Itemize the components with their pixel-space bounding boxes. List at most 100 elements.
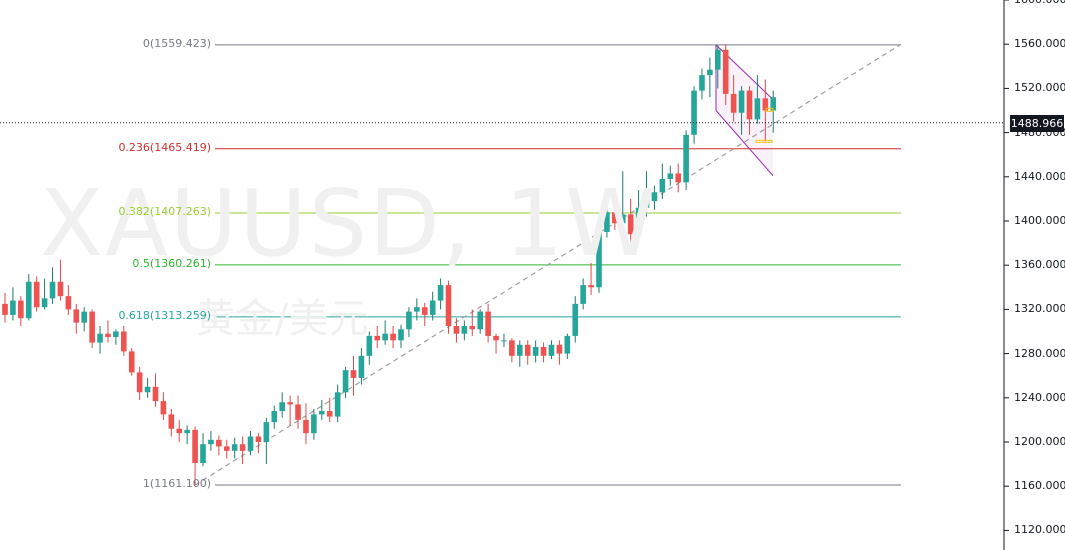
candle-body: [263, 422, 270, 442]
candle-body: [691, 90, 697, 135]
candle: [176, 419, 183, 442]
candle-body: [754, 98, 761, 120]
candle-body: [612, 212, 618, 224]
y-tick-label: 1240.000: [1014, 390, 1065, 404]
candle: [390, 325, 396, 349]
candle-body: [517, 344, 523, 356]
candle: [715, 45, 721, 89]
candle-body: [715, 49, 721, 70]
candle-body: [469, 325, 476, 330]
candle-body: [659, 179, 666, 193]
candle-body: [73, 309, 80, 323]
candle-body: [326, 411, 333, 417]
candle: [588, 262, 594, 296]
candle-body: [168, 414, 175, 429]
candle: [18, 296, 24, 326]
candle: [168, 408, 175, 437]
candle-body: [501, 340, 507, 342]
candle-body: [580, 285, 586, 304]
y-tick-label: 1320.000: [1014, 302, 1065, 316]
candle: [223, 439, 230, 459]
candle-body: [429, 300, 436, 315]
candle-body: [216, 439, 222, 447]
candle-body: [311, 414, 317, 434]
fib-level-label: 0(1559.423): [142, 36, 211, 50]
candle: [683, 130, 689, 191]
candle: [461, 320, 468, 341]
candle-body: [97, 333, 103, 343]
candle: [295, 395, 301, 429]
trendline-dashed[interactable]: [194, 43, 902, 486]
candle: [184, 425, 190, 445]
candle-body: [33, 281, 40, 308]
candle: [564, 333, 571, 360]
candle-body: [2, 303, 8, 315]
candle-body: [406, 311, 412, 330]
candle: [556, 340, 563, 365]
candle-body: [461, 325, 468, 334]
candle: [612, 187, 618, 230]
fib-retracement: [215, 44, 901, 486]
fib-level-label: 1(1161.100): [142, 476, 211, 490]
candle: [675, 163, 681, 193]
candle: [121, 325, 127, 356]
candle-body: [279, 402, 285, 412]
candle: [65, 285, 72, 315]
candle-body: [437, 285, 444, 301]
candle: [160, 392, 167, 420]
candle-body: [390, 333, 396, 341]
candle: [25, 274, 32, 321]
candle-body: [105, 333, 111, 338]
candle: [722, 44, 729, 105]
candle-body: [524, 344, 531, 356]
candle-body: [200, 444, 206, 463]
channel-lower-line[interactable]: [715, 110, 774, 177]
candle: [358, 348, 365, 385]
order-marker[interactable]: [765, 107, 774, 112]
candle: [730, 75, 737, 122]
candle: [208, 430, 214, 451]
candle-body: [683, 134, 689, 183]
order-marker[interactable]: [755, 139, 773, 143]
y-tick-label: 1360.000: [1014, 258, 1065, 272]
candle-body: [81, 311, 87, 323]
y-tick-label: 1120.000: [1014, 523, 1065, 537]
y-tick-label: 1280.000: [1014, 346, 1065, 360]
candle: [477, 309, 483, 334]
candle-body: [255, 436, 262, 442]
candle-body: [128, 351, 135, 373]
candle-body: [707, 69, 713, 76]
candle: [398, 324, 404, 349]
candle-body: [770, 97, 777, 111]
candle: [105, 320, 111, 343]
candle: [469, 309, 476, 336]
candle-body: [382, 333, 388, 341]
candle: [619, 171, 626, 233]
candle: [572, 296, 579, 343]
candle-body: [152, 386, 159, 402]
candle: [263, 417, 270, 465]
candle: [10, 287, 16, 321]
candle: [334, 384, 341, 423]
fib-level-label: 0.382(1407.263): [118, 204, 211, 218]
candle-body: [295, 404, 301, 420]
candle: [485, 303, 491, 343]
candle: [445, 280, 452, 334]
position-markers: [755, 107, 774, 143]
candle: [738, 86, 745, 135]
candle: [643, 171, 650, 217]
candle-body: [398, 329, 404, 341]
candle: [303, 403, 309, 445]
candle-body: [136, 372, 143, 393]
fib-level-label: 0.5(1360.261): [132, 256, 211, 270]
candle-body: [208, 439, 214, 445]
candle-body: [540, 346, 547, 356]
candle-body: [41, 298, 48, 308]
candle-body: [414, 307, 420, 312]
candle: [49, 267, 56, 304]
candle: [342, 366, 349, 398]
candle-body: [89, 311, 95, 343]
candle: [509, 338, 515, 363]
candle: [2, 292, 8, 323]
